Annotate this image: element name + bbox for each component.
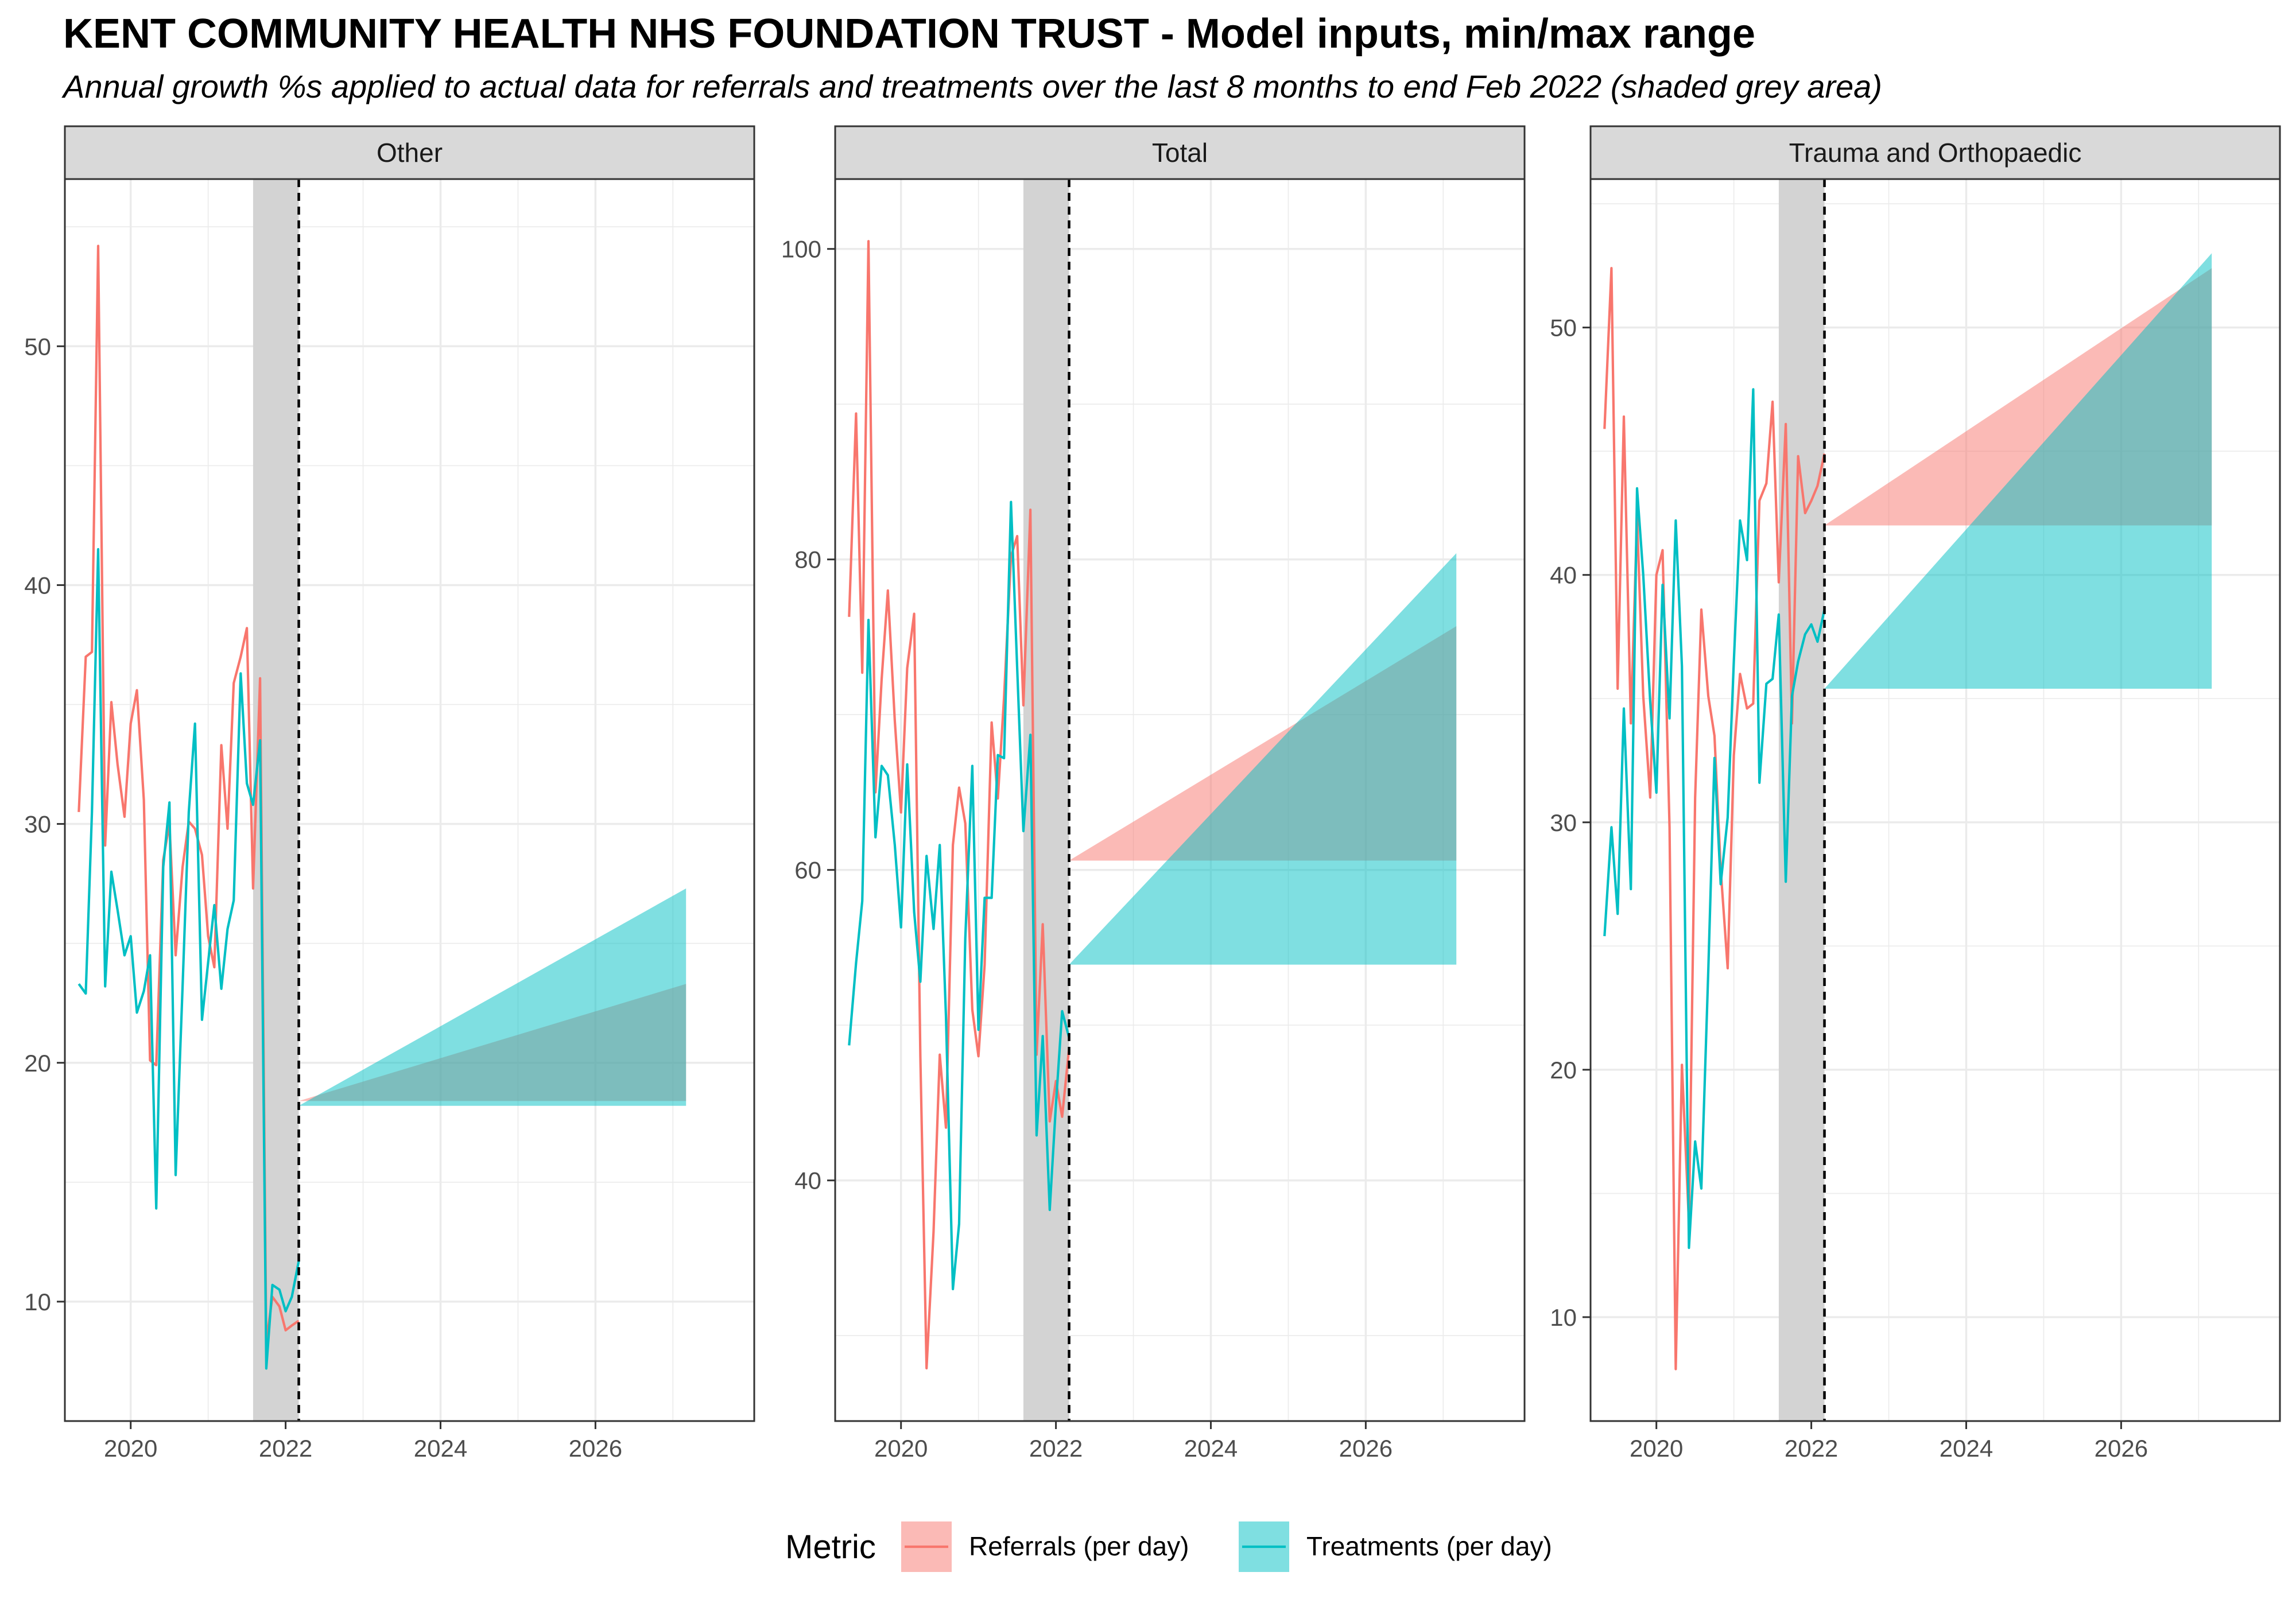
panel-total: Total 2020 2022 2024 2026 40 60 80 100 <box>781 125 1526 1462</box>
x-tick-label: 2026 <box>2095 1435 2148 1462</box>
x-tick-label: 2020 <box>104 1435 157 1462</box>
y-tick-label: 10 <box>1550 1304 1577 1331</box>
x-tick-label: 2022 <box>259 1435 312 1462</box>
series-line-treatments <box>77 548 300 1370</box>
panel-background <box>65 179 754 1421</box>
y-tick-label: 50 <box>24 333 51 360</box>
legend: Metric Referrals (per day) Treatments (per… <box>785 1521 1552 1572</box>
x-tick-label: 2024 <box>414 1435 467 1462</box>
x-tick-label: 2022 <box>1029 1435 1083 1462</box>
facet-strip-label: Trauma and Orthopaedic <box>1789 138 2082 168</box>
panel-border <box>1589 178 2281 1422</box>
x-tick-label: 2026 <box>1339 1435 1393 1462</box>
chart-title: KENT COMMUNITY HEALTH NHS FOUNDATION TRU… <box>63 11 1756 57</box>
series-line-referrals <box>1603 267 1826 1371</box>
x-tick-label: 2026 <box>569 1435 622 1462</box>
shaded-period <box>1778 179 1825 1421</box>
panel-border <box>64 178 755 1422</box>
y-tick-label: 30 <box>24 811 51 838</box>
x-tick-label: 2024 <box>1940 1435 1993 1462</box>
series-line-treatments <box>848 500 1071 1291</box>
y-tick-label: 50 <box>1550 315 1577 341</box>
projection-ribbon-treatments <box>1824 253 2212 689</box>
y-tick-label: 40 <box>24 572 51 599</box>
facet-strip-label: Other <box>377 138 443 168</box>
y-tick-label: 100 <box>781 236 821 263</box>
legend-label: Referrals (per day) <box>969 1531 1189 1561</box>
projection-ribbon-treatments <box>298 888 687 1106</box>
y-tick-label: 60 <box>794 857 821 884</box>
y-tick-label: 40 <box>1550 562 1577 589</box>
x-tick-label: 2022 <box>1785 1435 1838 1462</box>
panel-trauma-and-orthopaedic: Trauma and Orthopaedic 2020 2022 2024 2026 10… <box>1550 125 2281 1462</box>
chart-subtitle: Annual growth %s applied to actual data … <box>63 68 1882 104</box>
y-tick-label: 20 <box>24 1050 51 1077</box>
y-tick-label: 80 <box>794 546 821 573</box>
series-line-treatments <box>1603 388 1826 1249</box>
panel-border <box>834 178 1526 1422</box>
x-tick-label: 2024 <box>1184 1435 1238 1462</box>
facet-strip-label: Total <box>1152 138 1208 168</box>
series-line-referrals <box>848 240 1071 1370</box>
legend-label: Treatments (per day) <box>1306 1531 1552 1561</box>
facet-strip <box>1589 125 2281 180</box>
facet-strip <box>834 125 1526 180</box>
projection-ribbon-treatments <box>1069 553 1457 965</box>
panel-other: Other 2020 2022 2024 2026 10 20 30 40 50 <box>24 125 755 1462</box>
y-tick-label: 40 <box>794 1167 821 1194</box>
y-tick-label: 20 <box>1550 1057 1577 1084</box>
legend-title: Metric <box>785 1528 876 1566</box>
x-tick-label: 2020 <box>1630 1435 1683 1462</box>
y-tick-label: 10 <box>24 1288 51 1315</box>
y-tick-label: 30 <box>1550 809 1577 836</box>
x-tick-label: 2020 <box>874 1435 928 1462</box>
